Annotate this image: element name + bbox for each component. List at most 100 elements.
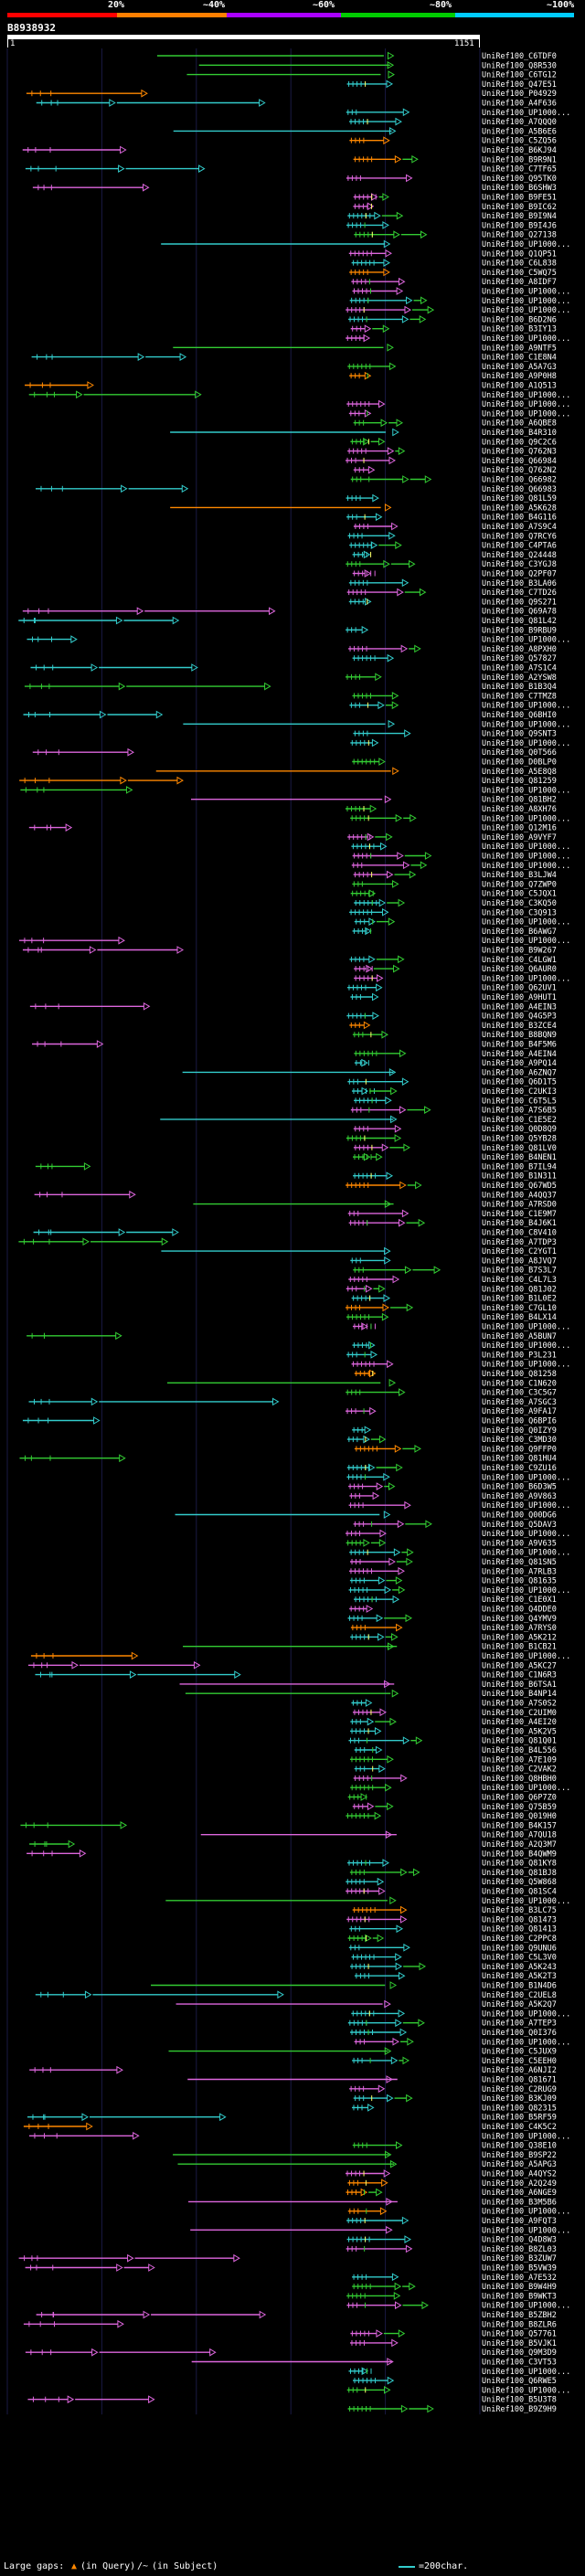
hit-label[interactable]: UniRef100_Q8R530 <box>482 61 557 70</box>
hit-row[interactable]: UniRef100_UP1000... <box>20 786 570 795</box>
hit-row[interactable]: UniRef100_C1E0X1 <box>354 1595 557 1605</box>
hit-label[interactable]: UniRef100_C6TG12 <box>482 71 557 80</box>
hit-label[interactable]: UniRef100_C7GL10 <box>482 1304 557 1313</box>
hit-label[interactable]: UniRef100_Q5YB28 <box>482 1135 557 1144</box>
hit-label[interactable]: UniRef100_A5A7G3 <box>482 363 557 372</box>
hit-label[interactable]: UniRef100_A7RLB3 <box>482 1567 557 1576</box>
hit-row[interactable]: UniRef100_Q81L59 <box>346 493 557 504</box>
hit-row[interactable]: UniRef100_B3IY13 <box>350 324 557 334</box>
hit-label[interactable]: UniRef100_B9I9N4 <box>482 212 557 221</box>
hit-label[interactable]: UniRef100_Q2PF07 <box>482 570 557 579</box>
hit-row[interactable]: UniRef100_UP1000... <box>350 813 570 823</box>
hit-row[interactable]: UniRef100_A4EIN4 <box>354 1049 557 1059</box>
hit-label[interactable]: UniRef100_B6TSA1 <box>482 1680 557 1690</box>
hit-row[interactable]: UniRef100_Q2PF07 <box>352 569 557 579</box>
hit-row[interactable]: UniRef100_B7S3L7 <box>353 1266 557 1276</box>
hit-label[interactable]: UniRef100_UP1000... <box>482 391 570 400</box>
hit-row[interactable]: UniRef100_Q81J02 <box>346 1284 557 1294</box>
hit-row[interactable]: UniRef100_Q00DG6 <box>175 1511 557 1521</box>
hit-row[interactable]: UniRef100_A9PQ14 <box>354 1058 557 1068</box>
hit-row[interactable]: UniRef100_A5APG3 <box>177 2159 557 2169</box>
hit-label[interactable]: UniRef100_Q4YMV9 <box>482 1615 557 1624</box>
hit-label[interactable]: UniRef100_Q0I376 <box>482 2029 557 2038</box>
hit-row[interactable]: UniRef100_C6T5L5 <box>354 1096 557 1106</box>
hit-row[interactable]: UniRef100_A5B6E6 <box>173 127 557 136</box>
hit-row[interactable]: UniRef100_B9IC62 <box>353 202 557 212</box>
hit-label[interactable]: UniRef100_Q81L59 <box>482 494 557 504</box>
hit-row[interactable]: UniRef100_P3L231 <box>346 1351 557 1360</box>
hit-row[interactable]: UniRef100_A8IDF7 <box>351 277 557 287</box>
hit-label[interactable]: UniRef100_A7E532 <box>482 2274 557 2283</box>
hit-row[interactable]: UniRef100_B3LJW4 <box>353 870 557 880</box>
hit-row[interactable]: UniRef100_A9FA17 <box>346 1406 557 1416</box>
hit-label[interactable]: UniRef100_B3LC75 <box>482 1906 557 1915</box>
hit-row[interactable]: UniRef100_B5VW39 <box>25 2263 557 2274</box>
hit-row[interactable]: UniRef100_B9I9N4 <box>347 211 557 221</box>
hit-row[interactable]: UniRef100_Q9S271 <box>348 598 557 607</box>
hit-label[interactable]: UniRef100_Q9SNT3 <box>482 730 557 739</box>
hit-row[interactable]: UniRef100_Q66983 <box>35 484 557 494</box>
hit-row[interactable]: UniRef100_C4PTA6 <box>349 541 557 551</box>
hit-label[interactable]: UniRef100_A4F636 <box>482 100 557 109</box>
hit-row[interactable]: UniRef100_A5K628 <box>170 504 557 513</box>
hit-label[interactable]: UniRef100_Q75B59 <box>482 1803 557 1812</box>
hit-label[interactable]: UniRef100_B4R310 <box>482 429 557 438</box>
hit-label[interactable]: UniRef100_UP1000... <box>482 862 570 871</box>
hit-row[interactable]: UniRef100_B4K157 <box>20 1821 557 1830</box>
hit-row[interactable]: UniRef100_A2Q249 <box>347 2178 557 2189</box>
hit-row[interactable]: UniRef100_B3LA06 <box>348 578 557 588</box>
hit-label[interactable]: UniRef100_C5WQ75 <box>482 269 557 278</box>
hit-row[interactable]: UniRef100_UP1000... <box>30 1651 570 1661</box>
hit-row[interactable]: UniRef100_A5KC27 <box>27 1660 557 1670</box>
hit-label[interactable]: UniRef100_C6L838 <box>482 260 557 269</box>
hit-label[interactable]: UniRef100_Q81SC4 <box>482 1888 557 1897</box>
hit-row[interactable]: UniRef100_A7RYS0 <box>350 1623 557 1633</box>
hit-row[interactable]: UniRef100_UP1000... <box>354 917 570 928</box>
hit-label[interactable]: UniRef100_Q9S271 <box>482 598 557 607</box>
hit-row[interactable]: UniRef100_UP1000... <box>352 852 571 862</box>
hit-row[interactable]: UniRef100_C2UKI3 <box>351 1087 557 1097</box>
hit-label[interactable]: UniRef100_Q82315 <box>482 2104 557 2113</box>
hit-row[interactable]: UniRef100_C2PPC8 <box>347 1934 557 1944</box>
hit-row[interactable]: UniRef100_Q8HBH0 <box>353 1774 557 1784</box>
hit-label[interactable]: UniRef100_UP1000... <box>482 1530 570 1539</box>
hit-row[interactable]: UniRef100_Q9C2C6 <box>350 437 557 447</box>
hit-label[interactable]: UniRef100_C4LGW1 <box>482 956 557 965</box>
hit-label[interactable]: UniRef100_A6QBE8 <box>482 419 557 429</box>
hit-row[interactable]: UniRef100_C3C5G7 <box>346 1388 557 1398</box>
hit-row[interactable]: UniRef100_A7TEP3 <box>347 2019 557 2029</box>
hit-row[interactable]: UniRef100_C7TD26 <box>346 588 557 598</box>
hit-label[interactable]: UniRef100_B4NP14 <box>482 1690 557 1699</box>
hit-label[interactable]: UniRef100_B9FE51 <box>482 194 557 203</box>
hit-row[interactable]: UniRef100_B4L556 <box>354 1745 557 1755</box>
hit-row[interactable]: UniRef100_A8JVQ7 <box>350 1256 557 1266</box>
hit-label[interactable]: UniRef100_B3ZCE4 <box>482 1022 557 1031</box>
hit-row[interactable]: UniRef100_B1N311 <box>353 1171 557 1182</box>
hit-label[interactable]: UniRef100_UP1000... <box>482 739 570 748</box>
hit-row[interactable]: UniRef100_C7GL10 <box>346 1303 557 1313</box>
hit-label[interactable]: UniRef100_Q762N3 <box>482 448 557 457</box>
hit-row[interactable]: UniRef100_B6D3W5 <box>348 1482 557 1492</box>
hit-label[interactable]: UniRef100_C2RUG9 <box>482 2085 557 2094</box>
hit-row[interactable]: UniRef100_Q81Q01 <box>348 1736 557 1746</box>
hit-row[interactable]: UniRef100_A2Q3M7 <box>29 1839 557 1850</box>
hit-row[interactable]: UniRef100_A6NGE9 <box>346 2188 557 2198</box>
hit-label[interactable]: UniRef100_B9R9N1 <box>482 155 557 164</box>
hit-label[interactable]: UniRef100_B3ZUW7 <box>482 2254 557 2263</box>
hit-label[interactable]: UniRef100_Q9FFP0 <box>482 1445 557 1454</box>
hit-row[interactable]: UniRef100_UP1000... <box>28 390 571 400</box>
hit-row[interactable]: UniRef100_A7TDP3 <box>18 1237 557 1247</box>
hit-row[interactable]: UniRef100_A4F636 <box>36 99 557 109</box>
hit-row[interactable]: UniRef100_Q81BJ8 <box>349 1868 557 1878</box>
hit-row[interactable]: UniRef100_Q81635 <box>349 1576 557 1586</box>
hit-row[interactable]: UniRef100_Q9M3D9 <box>25 2348 557 2358</box>
hit-row[interactable]: UniRef100_Q7RCY6 <box>347 531 557 541</box>
hit-label[interactable]: UniRef100_B9WKT3 <box>482 2292 557 2301</box>
hit-label[interactable]: UniRef100_Q7ZWP0 <box>482 880 557 889</box>
hit-label[interactable]: UniRef100_A5K243 <box>482 1963 557 1972</box>
hit-label[interactable]: UniRef100_UP1000... <box>482 2368 570 2377</box>
hit-label[interactable]: UniRef100_P3L231 <box>482 1351 557 1360</box>
hit-label[interactable]: UniRef100_A5K2Q7 <box>482 2000 557 2009</box>
hit-label[interactable]: UniRef100_A7S6B5 <box>482 1107 557 1116</box>
hit-row[interactable]: UniRef100_D0BLP0 <box>352 758 557 768</box>
